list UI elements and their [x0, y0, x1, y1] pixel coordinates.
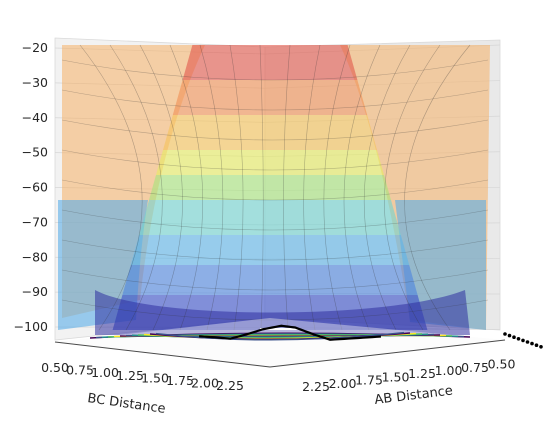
- surface-mesh-line: [323, 44, 351, 331]
- z-tick-label: −30: [22, 75, 48, 90]
- trajectory-point: [530, 341, 534, 346]
- surface-band: [172, 80, 368, 115]
- surface-mesh-line: [61, 89, 489, 111]
- ab-tick-label: 1.25: [408, 366, 436, 381]
- bc-tick-label: 1.00: [91, 365, 119, 380]
- ab-axis-line: [269, 339, 506, 368]
- z-tick-label: −70: [22, 214, 48, 229]
- surface-band: [182, 45, 358, 80]
- bc-tick-label: 1.75: [166, 373, 194, 388]
- z-axis-ticks: −100 −90 −80 −70 −60 −50 −40 −30 −20: [14, 40, 48, 334]
- surface-band: [163, 115, 377, 150]
- surface-mesh-line: [109, 44, 163, 331]
- trajectory-point: [534, 343, 539, 348]
- surface-mesh-line: [139, 44, 183, 331]
- surface-mesh-line: [61, 299, 489, 321]
- trajectory-point: [525, 340, 530, 344]
- bc-tick-label: 1.50: [141, 370, 169, 385]
- bc-tick-label: 0.50: [41, 360, 69, 375]
- ab-axis-label: AB Distance: [374, 383, 454, 407]
- z-tick-label: −20: [22, 40, 48, 55]
- trajectory-point: [507, 333, 512, 338]
- surface-mesh-line: [169, 44, 204, 331]
- trajectory: [198, 324, 543, 349]
- trajectory-point: [503, 332, 507, 336]
- surface-band: [156, 150, 384, 175]
- trajectory-point: [521, 338, 525, 343]
- ab-tick-label: 2.00: [329, 376, 357, 391]
- surface-band: [139, 200, 401, 235]
- trajectory-point: [516, 337, 521, 341]
- surface-mesh-line: [343, 44, 381, 331]
- surface-band: [130, 235, 410, 265]
- surface-mesh-line: [199, 44, 224, 331]
- surface-mesh-line: [61, 149, 489, 171]
- ab-tick-label: 1.75: [355, 373, 383, 388]
- surface-mesh-line: [283, 44, 291, 331]
- ab-tick-label: 1.50: [382, 369, 410, 384]
- surface-mesh-line: [363, 44, 411, 331]
- bc-tick-label: 2.00: [191, 376, 219, 391]
- surface-mesh-line: [384, 44, 441, 331]
- surface-mesh-line: [61, 179, 489, 201]
- surface-mesh-line: [229, 44, 244, 331]
- z-tick-label: −100: [14, 319, 48, 334]
- trajectory-point: [512, 335, 516, 340]
- ab-tick-label: 0.50: [488, 357, 516, 372]
- trajectory-point: [539, 345, 543, 349]
- z-tick-label: −50: [22, 145, 48, 160]
- surface-bottom: [95, 290, 470, 335]
- surface-mesh-line: [61, 269, 489, 291]
- bc-axis-label: BC Distance: [86, 391, 166, 417]
- surface-mesh-line: [61, 239, 489, 261]
- surface-mesh-line: [61, 59, 489, 81]
- ab-axis-ticks: 0.500.751.001.251.501.752.002.25: [302, 357, 515, 394]
- ab-tick-label: 0.75: [461, 360, 489, 375]
- bc-tick-label: 1.25: [116, 368, 144, 383]
- trajectory-line: [198, 324, 382, 341]
- surface-mesh-line: [303, 44, 321, 331]
- bc-tick-label: 0.75: [66, 363, 94, 378]
- surface-mesh-line: [61, 209, 489, 231]
- surface-mesh-line: [259, 44, 264, 331]
- surface-band: [122, 265, 418, 295]
- z-tick-label: −80: [22, 249, 48, 264]
- floor-contour-line: [155, 331, 405, 341]
- z-tick-label: −60: [22, 180, 48, 195]
- bc-axis-line: [54, 341, 271, 368]
- surface-mesh-line: [79, 44, 143, 331]
- surface-band: [149, 175, 391, 200]
- energy-surface: [58, 44, 490, 335]
- ab-tick-label: 1.00: [435, 363, 463, 378]
- z-tick-label: −90: [22, 284, 48, 299]
- surface-mesh-line: [404, 44, 471, 331]
- z-tick-label: −40: [22, 110, 48, 125]
- ab-tick-label: 2.25: [302, 379, 330, 394]
- bc-axis-ticks: 0.500.751.001.251.501.752.002.25: [41, 360, 244, 393]
- surface-mesh-line: [61, 119, 489, 141]
- bc-tick-label: 2.25: [216, 378, 244, 393]
